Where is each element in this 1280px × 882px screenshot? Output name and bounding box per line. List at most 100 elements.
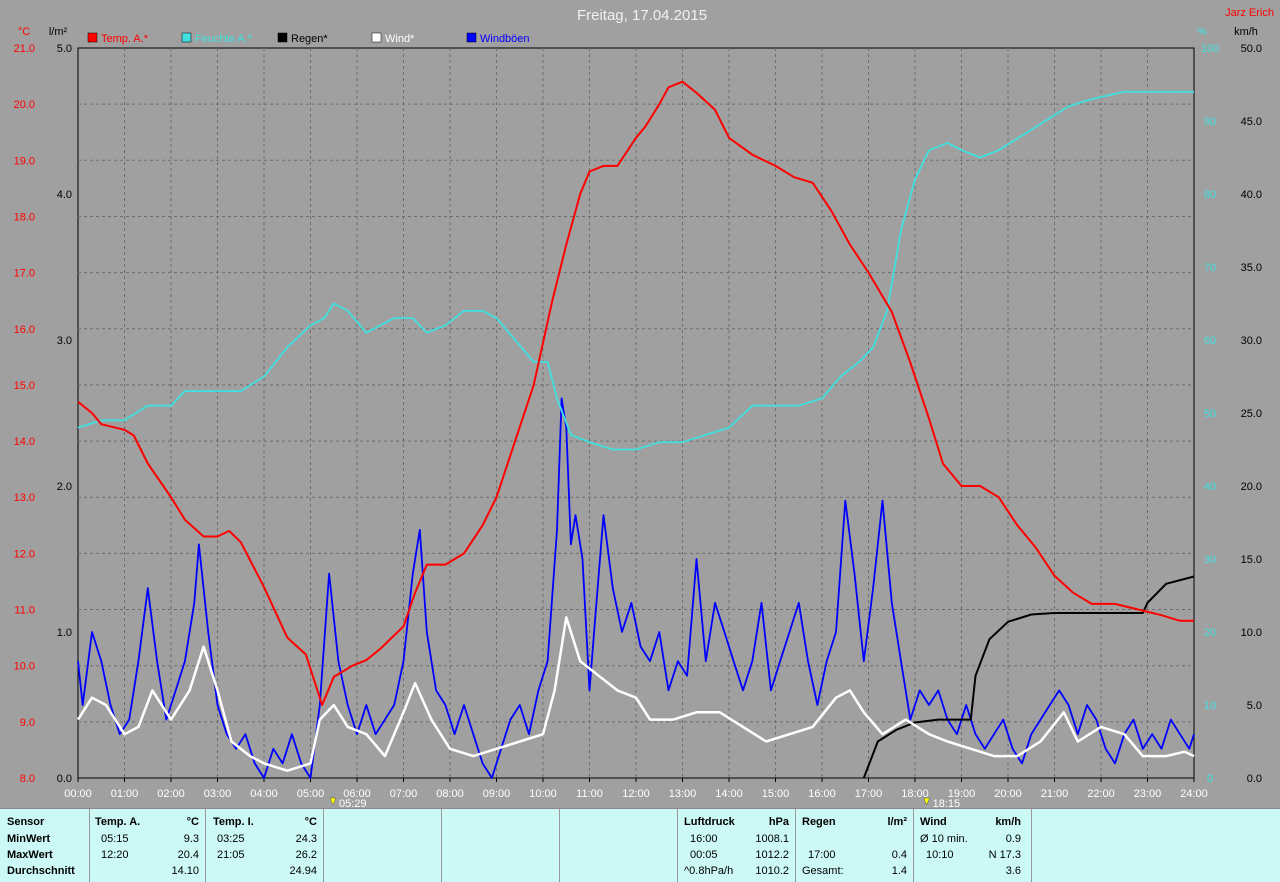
x-tick-label: 00:00 — [64, 788, 92, 800]
rain-unit: l/m² — [887, 816, 907, 828]
legend-label: Windböen — [480, 33, 530, 45]
x-tick-label: 21:00 — [1041, 788, 1069, 800]
x-tick-label: 18:00 — [901, 788, 929, 800]
stats-wind-col: Wind km/h Ø 10 min. 0.9 10:10 N 17.3 3.6 — [914, 809, 1032, 882]
axis-ticks: 00:00 01:00 02:00 03:00 04:00 05:00 06:00 07:00… — [14, 43, 1262, 800]
temp-tick-label: 14.0 — [14, 436, 35, 448]
x-tick-label: 06:00 — [343, 788, 371, 800]
rain-max: 0.4 — [891, 849, 907, 861]
rain-tick-label: 2.0 — [57, 481, 72, 493]
rain-unit-label: l/m² — [49, 26, 68, 38]
temp-a-avg: 14.10 — [171, 865, 199, 877]
stats-empty-col-3 — [560, 809, 678, 882]
temp-tick-label: 15.0 — [14, 380, 35, 392]
rain-total-label: Gesamt: — [802, 865, 844, 877]
data-series — [76, 80, 1195, 779]
wind-avg-label: Ø 10 min. — [920, 833, 968, 845]
x-tick-label: 09:00 — [483, 788, 511, 800]
x-tick-label: 15:00 — [762, 788, 790, 800]
rain-tick-label: 3.0 — [57, 335, 72, 347]
stats-empty-col-2 — [442, 809, 560, 882]
pressure-trend: ^0.8hPa/h — [684, 865, 734, 877]
rain-header: Regen — [802, 816, 836, 828]
x-tick-label: 16:00 — [808, 788, 836, 800]
wind-tick-label: 20.0 — [1241, 481, 1262, 493]
rain-tick-label: 0.0 — [57, 773, 72, 785]
wind-tick-label: 40.0 — [1241, 189, 1262, 201]
temp-tick-label: 13.0 — [14, 492, 35, 504]
temp-tick-label: 11.0 — [14, 605, 35, 617]
legend-swatch — [466, 32, 477, 43]
legend-label: Wind* — [385, 33, 415, 45]
pressure-unit: hPa — [768, 816, 789, 828]
humidity-tick-label: 90 — [1204, 116, 1216, 128]
temp-a-min-time: 05:15 — [101, 833, 129, 845]
wind-tick-label: 25.0 — [1241, 408, 1262, 420]
chart-legend: Temp. A.* Feuchte A.* Regen* Wind* Windböen — [87, 32, 530, 45]
humidity-tick-label: 10 — [1204, 700, 1216, 712]
temp-i-min: 24.3 — [295, 833, 317, 845]
x-tick-label: 05:00 — [297, 788, 325, 800]
humidity-tick-label: 0 — [1207, 773, 1213, 785]
temp-i-min-time: 03:25 — [217, 833, 245, 845]
temp-tick-label: 21.0 — [14, 43, 35, 55]
x-tick-label: 22:00 — [1087, 788, 1115, 800]
x-tick-label: 01:00 — [111, 788, 139, 800]
x-tick-label: 23:00 — [1134, 788, 1162, 800]
humidity-unit-label: % — [1197, 26, 1207, 38]
temp-tick-label: 19.0 — [14, 155, 35, 167]
x-tick-label: 02:00 — [157, 788, 185, 800]
sun-marker-label: 05:29 — [339, 798, 367, 808]
legend-label: Regen* — [291, 33, 328, 45]
wind-tick-label: 10.0 — [1241, 627, 1262, 639]
wind-avg-10min: 0.9 — [1005, 833, 1021, 845]
temp-tick-label: 12.0 — [14, 548, 35, 560]
temp-a-unit: °C — [186, 816, 199, 828]
statistics-panel: Sensor MinWert MaxWert Durchschnitt Temp… — [0, 808, 1280, 882]
series-line-2 — [862, 575, 1195, 779]
pressure-min: 1008.1 — [755, 833, 789, 845]
rain-tick-label: 1.0 — [57, 627, 72, 639]
x-tick-label: 17:00 — [855, 788, 883, 800]
rain-tick-label: 4.0 — [57, 189, 72, 201]
temp-a-max-time: 12:20 — [101, 849, 129, 861]
wind-max: N 17.3 — [988, 849, 1021, 861]
temp-i-max-time: 21:05 — [217, 849, 245, 861]
humidity-tick-label: 50 — [1204, 408, 1216, 420]
pressure-avg: 1010.2 — [755, 865, 789, 877]
sun-marker-icon — [329, 797, 337, 806]
row-avg-label: Durchschnitt — [7, 865, 75, 877]
humidity-tick-label: 20 — [1204, 627, 1216, 639]
wind-avg: 3.6 — [1005, 865, 1021, 877]
x-tick-label: 24:00 — [1180, 788, 1208, 800]
legend-swatch — [181, 32, 192, 43]
series-line-3 — [76, 616, 1195, 772]
sensor-header: Sensor — [7, 816, 45, 828]
wind-tick-label: 35.0 — [1241, 262, 1262, 274]
row-max-label: MaxWert — [7, 849, 53, 861]
humidity-tick-label: 60 — [1204, 335, 1216, 347]
pressure-min-time: 16:00 — [690, 833, 718, 845]
axis-units: °C l/m²% km/h — [18, 26, 1258, 38]
humidity-tick-label: 70 — [1204, 262, 1216, 274]
temp-i-unit: °C — [304, 816, 317, 828]
grid-lines — [78, 48, 1194, 778]
x-tick-label: 20:00 — [994, 788, 1022, 800]
legend-label: Temp. A.* — [101, 33, 149, 45]
legend-swatch — [371, 32, 382, 43]
x-tick-label: 14:00 — [715, 788, 743, 800]
x-tick-label: 10:00 — [529, 788, 557, 800]
temp-i-max: 26.2 — [295, 849, 317, 861]
temp-tick-label: 17.0 — [14, 268, 35, 280]
temp-unit-label: °C — [18, 26, 30, 38]
series-line-0 — [77, 80, 1194, 706]
x-tick-label: 07:00 — [390, 788, 418, 800]
wind-tick-label: 50.0 — [1241, 43, 1262, 55]
stats-pressure-col: Luftdruck hPa 16:00 1008.1 00:05 1012.2 … — [678, 809, 796, 882]
temp-tick-label: 16.0 — [14, 324, 35, 336]
temp-a-max: 20.4 — [177, 849, 199, 861]
legend-swatch — [277, 32, 288, 43]
wind-max-time: 10:10 — [926, 849, 954, 861]
legend-label: Feuchte A.* — [195, 33, 253, 45]
x-tick-label: 03:00 — [204, 788, 232, 800]
